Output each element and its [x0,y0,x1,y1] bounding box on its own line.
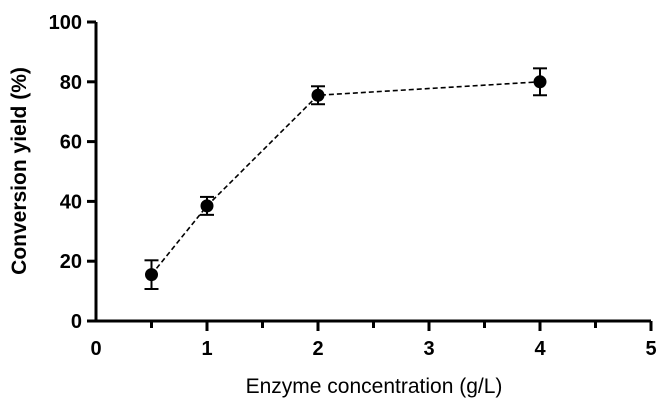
y-tick-label: 80 [60,72,82,94]
y-tick-label: 0 [71,311,82,333]
axes [94,22,651,323]
x-tick-label: 5 [645,338,656,360]
y-tick-label: 60 [60,132,82,154]
y-tick-label: 100 [49,12,82,34]
data-point [311,88,325,102]
data-point [533,75,547,89]
x-tick-label: 4 [534,338,546,360]
x-axis-title: Enzyme concentration (g/L) [246,375,503,398]
x-tick-label: 2 [312,338,323,360]
series-layer [144,67,547,291]
y-axis-title: Conversion yield (%) [8,67,31,275]
y-tick-label: 40 [60,191,82,213]
data-point [145,268,158,282]
y-tick-label: 20 [60,251,82,273]
series-line [150,81,541,276]
data-point [200,199,214,213]
x-tick-label: 1 [201,338,212,360]
x-ticks: 0 1 2 3 4 5 [90,321,657,360]
x-tick-label: 3 [423,338,434,360]
x-tick-label: 0 [90,338,101,360]
y-ticks: 0 20 40 60 80 100 [49,12,96,333]
